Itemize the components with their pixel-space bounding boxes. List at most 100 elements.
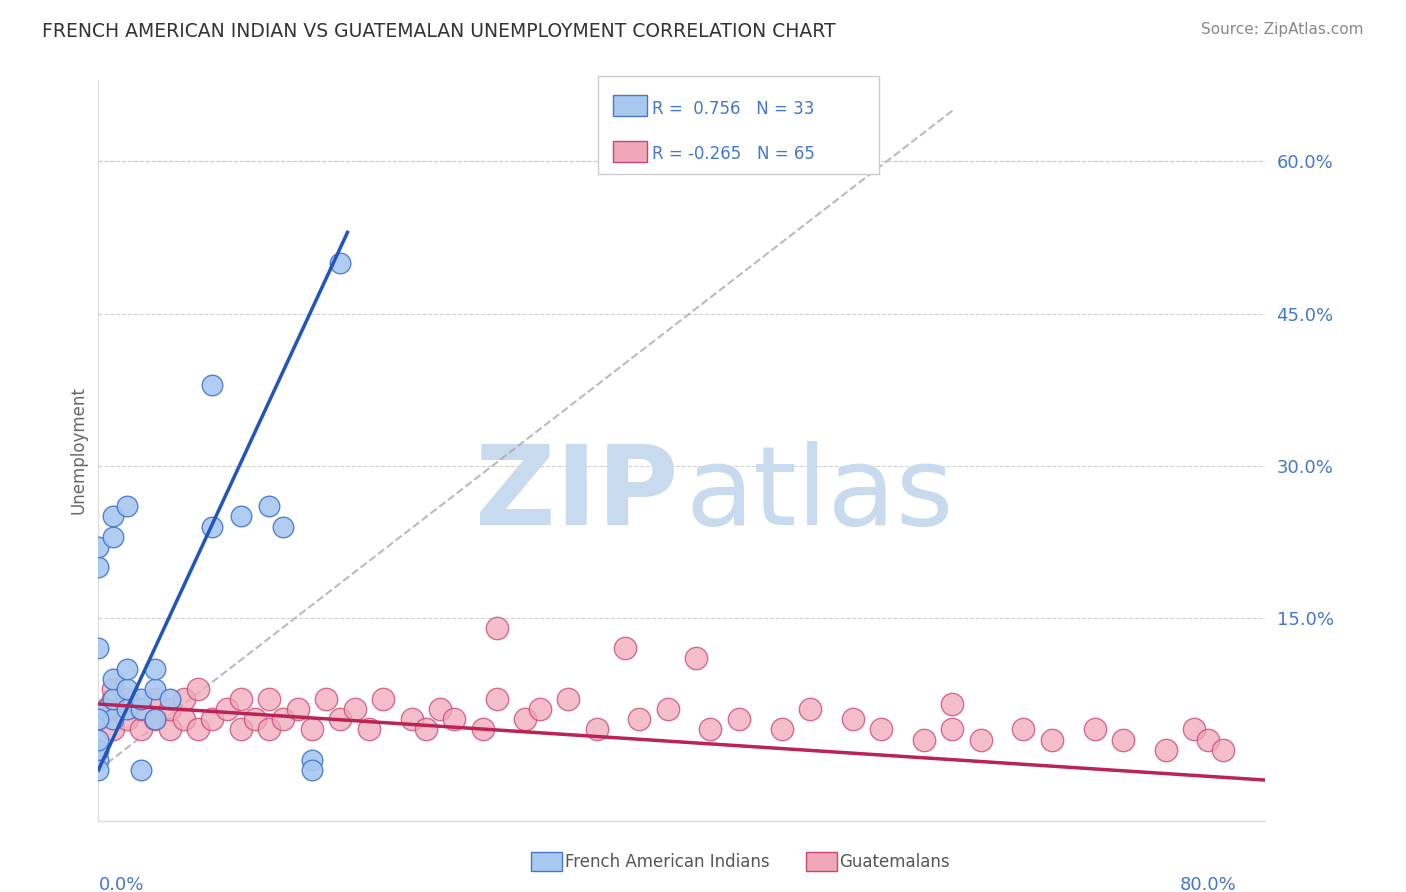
Point — [159, 702, 181, 716]
Point — [257, 692, 280, 706]
Point — [273, 712, 295, 726]
Text: ZIP: ZIP — [475, 442, 679, 549]
Point — [970, 732, 993, 747]
Point — [485, 621, 508, 635]
Point — [329, 256, 352, 270]
Point — [143, 661, 166, 675]
Text: Guatemalans: Guatemalans — [839, 853, 950, 871]
Point — [770, 723, 793, 737]
Point — [129, 692, 152, 706]
Point — [1198, 732, 1220, 747]
Point — [101, 712, 124, 726]
Text: FRENCH AMERICAN INDIAN VS GUATEMALAN UNEMPLOYMENT CORRELATION CHART: FRENCH AMERICAN INDIAN VS GUATEMALAN UNE… — [42, 22, 835, 41]
Text: Source: ZipAtlas.com: Source: ZipAtlas.com — [1201, 22, 1364, 37]
Point — [87, 540, 110, 554]
Point — [343, 702, 366, 716]
Point — [187, 723, 209, 737]
Point — [1012, 723, 1035, 737]
Point — [143, 712, 166, 726]
Point — [143, 712, 166, 726]
Point — [371, 692, 394, 706]
Point — [257, 723, 280, 737]
Point — [301, 763, 323, 777]
Text: 80.0%: 80.0% — [1180, 877, 1237, 892]
Point — [329, 712, 352, 726]
Point — [273, 519, 295, 533]
Point — [173, 712, 195, 726]
Point — [173, 692, 195, 706]
Point — [87, 742, 110, 756]
Point — [87, 712, 110, 726]
Point — [870, 723, 893, 737]
Point — [443, 712, 465, 726]
Text: R = -0.265   N = 65: R = -0.265 N = 65 — [652, 145, 815, 162]
Point — [87, 712, 110, 726]
Point — [159, 692, 181, 706]
Point — [941, 697, 963, 711]
Point — [115, 661, 138, 675]
Point — [115, 702, 138, 716]
Point — [143, 681, 166, 696]
Point — [94, 702, 117, 716]
Point — [415, 723, 437, 737]
Point — [101, 723, 124, 737]
Point — [614, 641, 637, 656]
Point — [201, 519, 224, 533]
Point — [301, 723, 323, 737]
Point — [129, 763, 152, 777]
Point — [87, 763, 110, 777]
Point — [685, 651, 707, 665]
Point — [201, 377, 224, 392]
Point — [357, 723, 380, 737]
Point — [94, 702, 117, 716]
Point — [243, 712, 266, 726]
Point — [129, 702, 152, 716]
Point — [287, 702, 309, 716]
Text: French American Indians: French American Indians — [565, 853, 770, 871]
Point — [87, 560, 110, 574]
Point — [727, 712, 749, 726]
Point — [115, 712, 138, 726]
Point — [1182, 723, 1205, 737]
Point — [1084, 723, 1107, 737]
Point — [429, 702, 451, 716]
Point — [471, 723, 494, 737]
Point — [229, 509, 252, 524]
Point — [229, 723, 252, 737]
Point — [101, 509, 124, 524]
Point — [799, 702, 821, 716]
Point — [699, 723, 721, 737]
Point — [485, 692, 508, 706]
Point — [101, 681, 124, 696]
Point — [628, 712, 651, 726]
Point — [529, 702, 551, 716]
Point — [1112, 732, 1135, 747]
Point — [87, 641, 110, 656]
Point — [941, 723, 963, 737]
Point — [585, 723, 607, 737]
Point — [657, 702, 679, 716]
Point — [515, 712, 537, 726]
Point — [101, 692, 124, 706]
Point — [315, 692, 337, 706]
Point — [841, 712, 863, 726]
Point — [187, 681, 209, 696]
Point — [229, 692, 252, 706]
Point — [129, 702, 152, 716]
Point — [101, 692, 124, 706]
Text: 0.0%: 0.0% — [98, 877, 143, 892]
Point — [301, 753, 323, 767]
Point — [101, 672, 124, 686]
Point — [557, 692, 579, 706]
Point — [143, 692, 166, 706]
Point — [912, 732, 935, 747]
Point — [1154, 742, 1177, 756]
Point — [1040, 732, 1063, 747]
Text: atlas: atlas — [685, 442, 953, 549]
Y-axis label: Unemployment: Unemployment — [69, 386, 87, 515]
Point — [159, 723, 181, 737]
Text: R =  0.756   N = 33: R = 0.756 N = 33 — [652, 100, 814, 118]
Point — [201, 712, 224, 726]
Point — [129, 723, 152, 737]
Point — [87, 753, 110, 767]
